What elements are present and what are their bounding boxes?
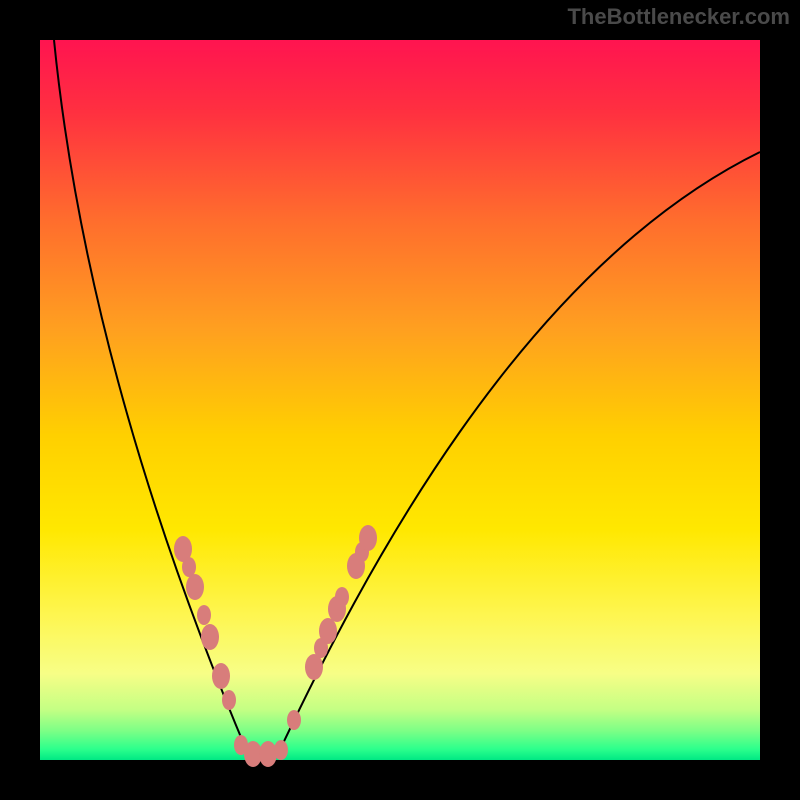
curve-marker — [335, 587, 349, 607]
plot-area — [40, 40, 760, 760]
curve-marker — [222, 690, 236, 710]
curve-marker — [274, 740, 288, 760]
curve-marker — [319, 618, 337, 644]
curve-marker — [201, 624, 219, 650]
curve-marker — [259, 741, 277, 767]
watermark-text: TheBottlenecker.com — [567, 4, 790, 29]
curve-marker — [186, 574, 204, 600]
bottleneck-chart: TheBottlenecker.com — [0, 0, 800, 800]
chart-root: TheBottlenecker.com — [0, 0, 800, 800]
curve-marker — [287, 710, 301, 730]
curve-marker — [212, 663, 230, 689]
curve-marker — [182, 557, 196, 577]
curve-marker — [359, 525, 377, 551]
curve-marker — [197, 605, 211, 625]
